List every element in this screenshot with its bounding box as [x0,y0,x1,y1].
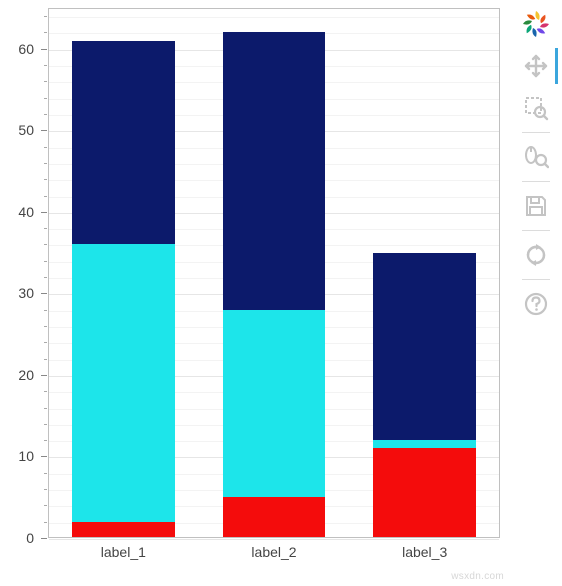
ytick-label: 40 [0,204,48,220]
toolbar [510,0,562,586]
watermark: wsxdn.com [451,571,504,582]
ytick-label: 30 [0,285,48,301]
save-tool-button[interactable] [518,188,554,224]
reset-icon [523,242,549,268]
ytick-minor [44,228,47,229]
ytick-minor [44,196,47,197]
ytick-minor [44,489,47,490]
ytick-minor [44,473,47,474]
pan-icon [523,53,549,79]
ytick-minor [44,310,47,311]
bar-segment[interactable] [373,253,475,441]
ytick-minor [44,326,47,327]
ytick-minor [44,505,47,506]
gridline-minor [49,17,499,18]
ytick-minor [44,277,47,278]
ytick-minor [44,391,47,392]
gridline [49,539,499,540]
box-zoom-icon [523,95,549,121]
toolbar-separator [522,279,550,280]
bar-segment[interactable] [223,310,325,498]
ytick-minor [44,342,47,343]
ytick-minor [44,98,47,99]
xtick-label: label_3 [402,544,447,560]
ytick-label: 0 [0,530,48,546]
bar-segment[interactable] [72,244,174,521]
wheel-zoom-tool-button[interactable] [518,139,554,175]
bar-segment[interactable] [223,32,325,309]
toolbar-separator [522,132,550,133]
chart-container: 0 10 20 30 40 50 60 label_1 label_2 label_3 wsxd… [0,0,562,586]
ytick-minor [44,179,47,180]
xtick-label: label_2 [251,544,296,560]
toolbar-separator [522,181,550,182]
ytick-minor [44,65,47,66]
ytick-minor [44,16,47,17]
plot-region: 0 10 20 30 40 50 60 label_1 label_2 label_3 wsxd… [0,0,510,586]
ytick-minor [44,359,47,360]
ytick-minor [44,147,47,148]
ytick-minor [44,32,47,33]
bar-segment[interactable] [373,448,475,538]
toolbar-separator [522,230,550,231]
box-zoom-tool-button[interactable] [518,90,554,126]
ytick-label: 60 [0,41,48,57]
reset-tool-button[interactable] [518,237,554,273]
save-icon [523,193,549,219]
bar-segment[interactable] [72,41,174,245]
bokeh-logo[interactable] [518,6,554,42]
xtick-label: label_1 [101,544,146,560]
ytick-minor [44,163,47,164]
ytick-minor [44,440,47,441]
bar-segment[interactable] [373,440,475,448]
ytick-label: 20 [0,367,48,383]
ytick-label: 10 [0,448,48,464]
ytick-minor [44,244,47,245]
pan-tool-button[interactable] [518,48,554,84]
ytick-minor [44,81,47,82]
ytick-minor [44,408,47,409]
ytick-label: 50 [0,122,48,138]
bar-segment[interactable] [72,522,174,538]
ytick-minor [44,261,47,262]
ytick-minor [44,114,47,115]
wheel-zoom-icon [523,144,549,170]
bar-segment[interactable] [223,497,325,538]
help-icon [523,291,549,317]
ytick-minor [44,424,47,425]
ytick-minor [44,522,47,523]
help-tool-button[interactable] [518,286,554,322]
